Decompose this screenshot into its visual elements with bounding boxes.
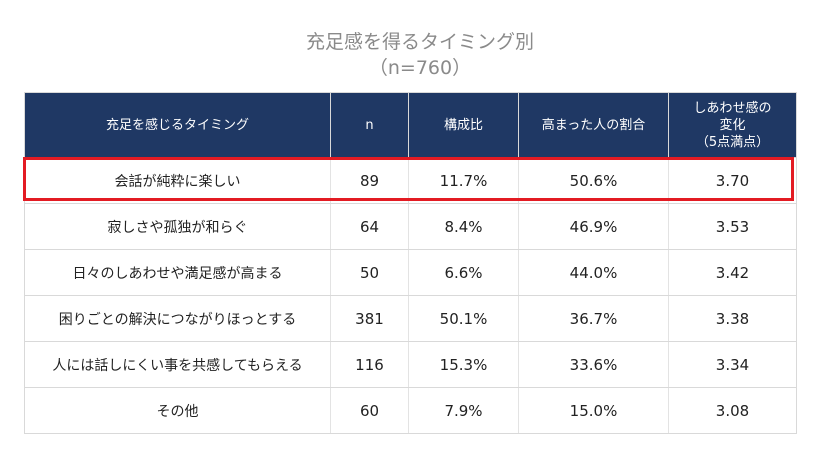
table-row: 人には話しにくい事を共感してもらえる 116 15.3% 33.6% 3.34: [24, 341, 797, 388]
cell-timing: 日々のしあわせや満足感が高まる: [24, 249, 331, 296]
cell-n: 64: [330, 203, 409, 250]
cell-happiness: 3.42: [668, 249, 797, 296]
cell-ratio: 8.4%: [408, 203, 519, 250]
table-row: 寂しさや孤独が和らぐ 64 8.4% 46.9% 3.53: [24, 203, 797, 250]
header-n: n: [330, 92, 409, 158]
cell-rise-rate: 50.6%: [518, 157, 669, 204]
data-table: 充足を感じるタイミング n 構成比 高まった人の割合 しあわせ感の 変化 （5点…: [24, 92, 797, 434]
cell-rise-rate: 15.0%: [518, 387, 669, 434]
cell-n: 50: [330, 249, 409, 296]
cell-n: 60: [330, 387, 409, 434]
cell-rise-rate: 33.6%: [518, 341, 669, 388]
header-happiness-line2: 変化: [719, 117, 746, 133]
cell-timing: 寂しさや孤独が和らぐ: [24, 203, 331, 250]
chart-title: 充足感を得るタイミング別: [305, 31, 534, 53]
cell-timing: その他: [24, 387, 331, 434]
cell-happiness: 3.08: [668, 387, 797, 434]
cell-ratio: 11.7%: [408, 157, 519, 204]
cell-timing: 困りごとの解決につながりほっとする: [24, 295, 331, 342]
table-row: 会話が純粋に楽しい 89 11.7% 50.6% 3.70: [24, 157, 797, 204]
header-happiness-line3: （5点満点）: [695, 134, 770, 150]
cell-ratio: 15.3%: [408, 341, 519, 388]
cell-happiness: 3.53: [668, 203, 797, 250]
table-row: 困りごとの解決につながりほっとする 381 50.1% 36.7% 3.38: [24, 295, 797, 342]
header-happiness-line1: しあわせ感の: [693, 100, 772, 116]
cell-timing: 人には話しにくい事を共感してもらえる: [24, 341, 331, 388]
cell-ratio: 50.1%: [408, 295, 519, 342]
cell-happiness: 3.70: [668, 157, 797, 204]
header-row: 充足を感じるタイミング n 構成比 高まった人の割合 しあわせ感の 変化 （5点…: [24, 92, 797, 158]
cell-rise-rate: 46.9%: [518, 203, 669, 250]
table-row: その他 60 7.9% 15.0% 3.08: [24, 387, 797, 434]
cell-n: 381: [330, 295, 409, 342]
chart-subtitle: （n=760）: [368, 57, 472, 79]
cell-happiness: 3.38: [668, 295, 797, 342]
cell-timing: 会話が純粋に楽しい: [24, 157, 331, 204]
cell-rise-rate: 36.7%: [518, 295, 669, 342]
cell-ratio: 7.9%: [408, 387, 519, 434]
header-rise-rate: 高まった人の割合: [518, 92, 669, 158]
header-ratio: 構成比: [408, 92, 519, 158]
table-row: 日々のしあわせや満足感が高まる 50 6.6% 44.0% 3.42: [24, 249, 797, 296]
cell-n: 89: [330, 157, 409, 204]
cell-ratio: 6.6%: [408, 249, 519, 296]
cell-n: 116: [330, 341, 409, 388]
header-happiness: しあわせ感の 変化 （5点満点）: [668, 92, 797, 158]
header-timing: 充足を感じるタイミング: [24, 92, 331, 158]
cell-rise-rate: 44.0%: [518, 249, 669, 296]
cell-happiness: 3.34: [668, 341, 797, 388]
